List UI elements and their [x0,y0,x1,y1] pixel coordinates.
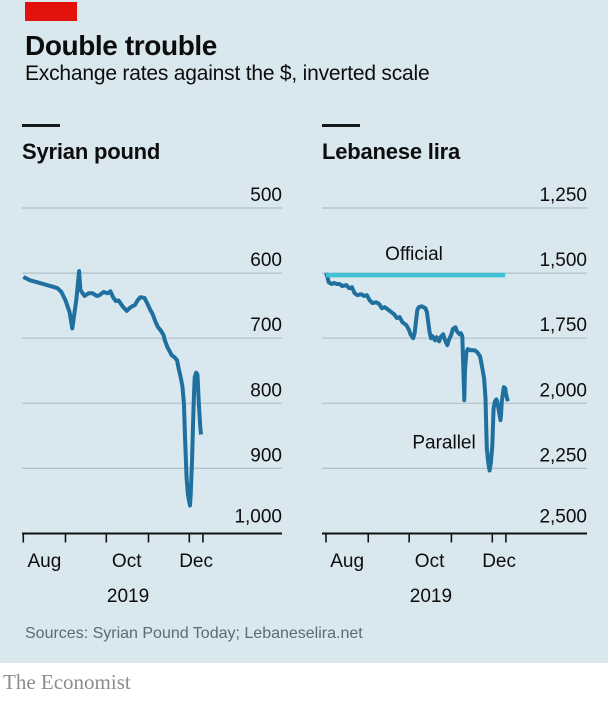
month-label: Oct [112,551,142,572]
y-tick-label: 2,000 [539,380,587,401]
y-tick-label: 1,750 [539,315,587,336]
y-tick-label: 500 [250,185,282,206]
economist-wordmark: The Economist [3,670,131,694]
series-line-parallel [22,269,203,508]
year-label: 2019 [107,586,149,607]
y-tick-label: 1,250 [539,185,587,206]
y-tick-label: 1,000 [234,507,282,528]
y-tick-label: 600 [250,250,282,271]
y-tick-label: 1,500 [539,250,587,271]
month-label: Aug [27,551,61,572]
series-line-parallel [324,272,510,473]
economist-red-tab [25,2,77,21]
chart-subtitle: Exchange rates against the $, inverted s… [25,62,430,85]
sources-note: Sources: Syrian Pound Today; Lebaneselir… [25,625,363,642]
month-label: Dec [482,551,516,572]
chart-background [0,0,608,663]
footer-strip [0,663,608,701]
y-tick-label: 700 [250,315,282,336]
month-label: Dec [179,551,213,572]
panel-rule-right [322,124,360,127]
y-tick-label: 2,250 [539,445,587,466]
y-tick-label: 800 [250,380,282,401]
y-tick-label: 2,500 [539,507,587,528]
month-label: Aug [330,551,364,572]
series-label-parallel: Parallel [412,432,475,453]
dual-panel-line-chart: 500 600 700 800 900 1,000 Aug Oct Dec 2019 1,250 1,… [22,185,587,607]
month-label: Oct [415,551,445,572]
year-label: 2019 [410,586,452,607]
y-tick-label: 900 [250,445,282,466]
chart-title: Double trouble [25,30,217,61]
panel-title-lebanese-lira: Lebanese lira [322,139,461,164]
panel-title-syrian-pound: Syrian pound [22,139,161,164]
panel-rule-left [22,124,60,127]
series-label-official: Official [385,244,443,265]
